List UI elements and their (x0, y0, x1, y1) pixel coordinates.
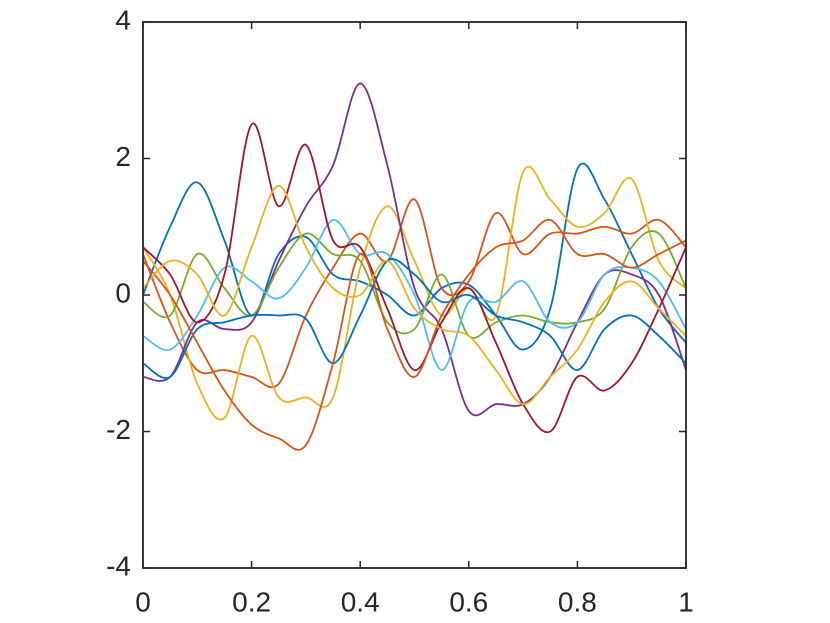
x-tick-label: 0 (135, 586, 151, 617)
series-line (142, 198, 687, 389)
series-line (142, 82, 687, 417)
series-line (142, 219, 687, 451)
y-tick-label: -2 (106, 414, 131, 445)
x-tick-label: 1 (678, 586, 694, 617)
series-line (142, 230, 687, 339)
series-line (142, 162, 687, 351)
series-line (142, 184, 687, 406)
series-line (142, 219, 687, 371)
y-tick-label: 4 (115, 4, 131, 35)
y-tick-label: -4 (106, 550, 131, 581)
x-tick-label: 0.6 (449, 586, 488, 617)
x-tick-label: 0.4 (341, 586, 380, 617)
series-line (142, 122, 687, 434)
series-line (142, 258, 687, 379)
axes-box (142, 21, 687, 569)
y-tick-label: 2 (115, 141, 131, 172)
x-tick-label: 0.8 (558, 586, 597, 617)
series-line (142, 165, 687, 421)
y-tick-label: 0 (115, 277, 131, 308)
x-tick-label: 0.2 (232, 586, 271, 617)
